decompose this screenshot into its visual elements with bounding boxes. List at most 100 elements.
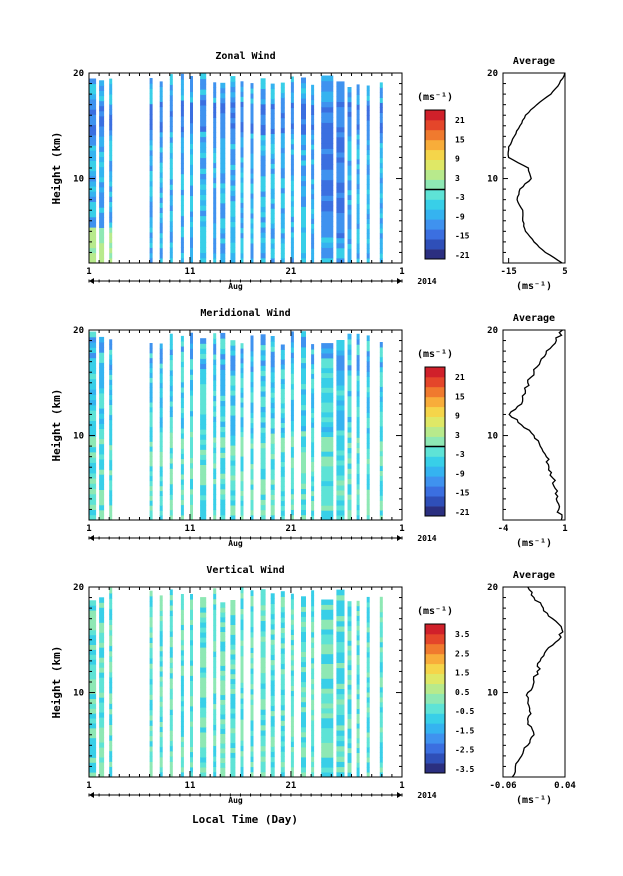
heatmap-cell	[290, 211, 294, 217]
colorbar-segment	[425, 426, 445, 437]
heatmap-cell	[301, 139, 306, 145]
heatmap-cell	[169, 489, 173, 495]
heatmap-cell	[311, 616, 315, 622]
heatmap-cell	[180, 131, 184, 138]
heatmap-cell	[336, 405, 345, 411]
heatmap-cell	[311, 94, 315, 101]
heatmap-cell	[89, 352, 97, 359]
heatmap-cell	[169, 693, 173, 700]
heatmap-cell	[240, 466, 244, 472]
heatmap-cell	[280, 197, 285, 204]
colorbar-segment	[425, 219, 445, 230]
heatmap-cell	[347, 165, 352, 171]
heatmap-cell	[89, 620, 97, 626]
colorbar-segment	[425, 703, 445, 714]
heatmap-cell	[290, 644, 294, 651]
x-tick-label: 11	[185, 781, 196, 791]
heatmap-cell	[190, 332, 193, 339]
heatmap-cell	[356, 762, 360, 768]
heatmap-cell	[270, 183, 275, 189]
heatmap-cell	[200, 622, 207, 628]
heatmap-cell	[366, 611, 370, 618]
heatmap-cell	[280, 751, 285, 757]
heatmap-cell	[190, 726, 193, 732]
heatmap-cell	[250, 637, 254, 643]
heatmap-cell	[149, 720, 153, 726]
heatmap-cell	[321, 80, 334, 87]
heatmap-cell	[347, 514, 352, 521]
heatmap-cell	[99, 418, 105, 424]
heatmap-cell	[89, 186, 97, 192]
heatmap-cell	[190, 76, 193, 82]
heatmap-cell	[190, 426, 193, 432]
arrow-right-icon	[397, 278, 402, 284]
heatmap-cell	[200, 99, 207, 106]
heatmap-cell	[180, 110, 184, 117]
heatmap-cell	[159, 106, 163, 113]
heatmap-cell	[149, 242, 153, 248]
heatmap-cell	[99, 737, 105, 743]
heatmap-cell	[311, 725, 315, 731]
heatmap-cell	[311, 119, 315, 125]
heatmap-cell	[190, 504, 193, 511]
heatmap-cell	[250, 422, 254, 429]
heatmap-cell	[347, 150, 352, 156]
heatmap-cell	[290, 117, 294, 124]
heatmap-cell	[260, 201, 266, 207]
heatmap-cell	[89, 644, 97, 650]
heatmap-cell	[260, 180, 266, 187]
heatmap-cell	[213, 421, 217, 428]
heatmap-cell	[109, 756, 113, 762]
heatmap-cell	[213, 457, 217, 464]
heatmap-cell	[109, 339, 113, 345]
heatmap-cell	[109, 444, 113, 451]
heatmap-cell	[379, 676, 383, 683]
heatmap-cell	[280, 510, 285, 516]
heatmap-cell	[169, 116, 173, 122]
heatmap-cell	[89, 378, 97, 385]
heatmap-cell	[200, 241, 207, 248]
heatmap-cell	[230, 410, 236, 416]
heatmap-cell	[159, 242, 163, 249]
heatmap-cell	[109, 619, 113, 625]
heatmap-cell	[159, 182, 163, 188]
heatmap-cell	[336, 430, 345, 436]
heatmap-cell	[159, 666, 163, 672]
heatmap-cell	[260, 191, 266, 197]
heatmap-cell	[213, 122, 217, 128]
heatmap-cell	[230, 179, 236, 186]
heatmap-cell	[149, 647, 153, 654]
heatmap-cell	[200, 499, 207, 506]
heatmap-cell	[89, 160, 97, 167]
heatmap-cell	[230, 732, 236, 739]
heatmap-cell	[301, 87, 306, 94]
heatmap-cell	[311, 480, 315, 487]
heatmap-cell	[347, 179, 352, 186]
heatmap-cell	[366, 345, 370, 352]
heatmap-cell	[213, 614, 217, 621]
heatmap-cell	[240, 237, 244, 244]
heatmap-cell	[311, 637, 315, 643]
heatmap-cell	[149, 252, 153, 259]
heatmap-cell	[230, 490, 236, 496]
heatmap-cell	[366, 504, 370, 511]
heatmap-cell	[290, 389, 294, 395]
heatmap-cell	[290, 368, 294, 374]
heatmap-cell	[180, 433, 184, 439]
heatmap-cell	[260, 175, 266, 182]
heatmap-cell	[356, 203, 360, 209]
heatmap-cell	[180, 351, 184, 357]
heatmap-cell	[220, 416, 226, 422]
heatmap-cell	[379, 227, 383, 234]
heatmap-cell	[347, 375, 352, 381]
heatmap-cell	[200, 419, 207, 425]
heatmap-cell	[379, 82, 383, 88]
heatmap-cell	[260, 257, 266, 264]
heatmap-cell	[290, 695, 294, 702]
heatmap-cell	[240, 708, 244, 715]
heatmap-cell	[220, 253, 226, 259]
heatmap-cell	[220, 488, 226, 495]
heatmap-cell	[169, 421, 173, 428]
heatmap-cell	[190, 231, 193, 238]
heatmap-cell	[366, 641, 370, 648]
